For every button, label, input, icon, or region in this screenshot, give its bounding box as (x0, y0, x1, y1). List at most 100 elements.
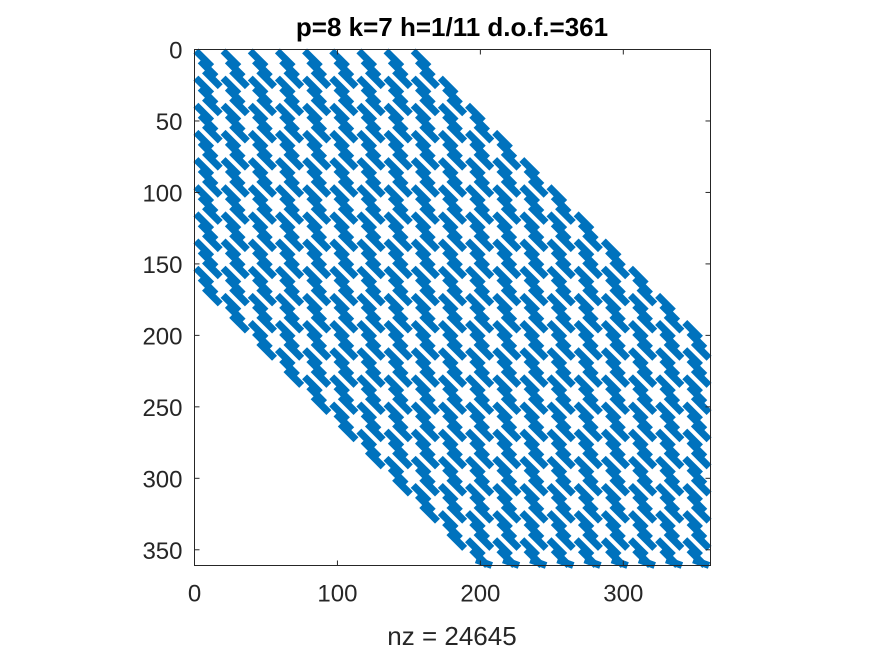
nonzero-band-mark (465, 238, 486, 260)
nonzero-band-mark (437, 374, 459, 396)
nonzero-band-mark (573, 482, 595, 504)
nonzero-band-mark (310, 95, 332, 117)
nonzero-band-mark (415, 302, 436, 324)
nonzero-band-mark (360, 167, 382, 188)
nonzero-band-mark (546, 428, 568, 450)
nonzero-band-mark (582, 394, 603, 416)
nonzero-band-mark (500, 231, 522, 253)
nonzero-band-mark (446, 530, 468, 551)
nonzero-band-mark (527, 530, 549, 551)
nonzero-band-mark (333, 248, 355, 270)
nonzero-band-mark (555, 421, 576, 443)
nonzero-band-mark (229, 258, 250, 280)
nonzero-band-mark (632, 492, 653, 514)
nonzero-band-mark (655, 292, 676, 314)
nonzero-band-mark (337, 177, 359, 198)
nonzero-band-mark (220, 211, 242, 233)
nonzero-band-mark (310, 68, 332, 90)
nonzero-band-mark (392, 122, 413, 144)
nonzero-band-mark (224, 139, 246, 161)
nonzero-band-mark (686, 492, 708, 514)
nonzero-band-mark (419, 204, 440, 225)
nonzero-band-mark (442, 438, 463, 460)
nonzero-band-mark (500, 204, 522, 225)
nonzero-band-mark (252, 248, 273, 270)
nonzero-band-mark (500, 448, 522, 470)
nonzero-band-mark (627, 292, 649, 314)
nonzero-band-mark (519, 374, 541, 396)
nonzero-band-mark (609, 448, 631, 470)
nonzero-band-mark (364, 177, 386, 198)
nonzero-band-mark (555, 448, 576, 470)
nonzero-band-mark (600, 510, 622, 531)
nonzero-band-mark (690, 448, 712, 470)
nonzero-band-mark (193, 265, 215, 287)
nonzero-band-mark (686, 330, 708, 351)
nonzero-band-mark (442, 330, 463, 351)
nonzero-band-mark (655, 401, 676, 423)
nonzero-band-mark (550, 330, 572, 351)
nonzero-band-mark (306, 275, 328, 297)
nonzero-band-mark (465, 428, 486, 450)
nonzero-band-mark (220, 102, 242, 124)
nonzero-band-mark (360, 248, 382, 270)
nonzero-band-mark (627, 320, 649, 341)
nonzero-band-mark (302, 238, 323, 260)
nonzero-band-mark (356, 320, 378, 341)
nonzero-band-mark (283, 312, 305, 334)
nonzero-band-mark (364, 421, 386, 443)
nonzero-band-mark (519, 537, 541, 558)
nonzero-band-mark (415, 330, 436, 351)
nonzero-band-mark (224, 58, 246, 80)
nonzero-band-mark (527, 285, 549, 307)
nonzero-band-mark (383, 238, 405, 260)
nonzero-band-mark (387, 139, 409, 161)
nonzero-band-mark (600, 320, 622, 341)
nonzero-band-mark (555, 530, 576, 551)
nonzero-band-mark (573, 455, 595, 477)
nonzero-band-mark (609, 340, 631, 361)
nonzero-band-mark (279, 85, 300, 107)
nonzero-band-mark (546, 455, 568, 477)
nonzero-band-mark (583, 556, 602, 569)
nonzero-band-mark (252, 85, 273, 107)
nonzero-band-mark (686, 438, 708, 460)
x-tick-label: 100 (317, 581, 357, 608)
nonzero-band-mark (496, 302, 518, 324)
nonzero-band-mark (256, 258, 278, 280)
nonzero-band-mark (627, 265, 649, 287)
nonzero-band-mark (229, 312, 250, 334)
nonzero-band-mark (473, 204, 495, 225)
nonzero-band-mark (392, 149, 413, 171)
nonzero-band-mark (609, 475, 631, 497)
nonzero-band-mark (364, 204, 386, 225)
nonzero-band-mark (555, 258, 576, 280)
nonzero-band-mark (690, 421, 712, 443)
nonzero-band-mark (337, 149, 359, 171)
nonzero-band-mark (492, 455, 513, 477)
nonzero-band-mark (419, 421, 440, 443)
nonzero-band-mark (600, 401, 622, 423)
nonzero-band-mark (333, 357, 355, 378)
nonzero-band-mark (247, 211, 269, 233)
nonzero-band-mark (546, 374, 568, 396)
nonzero-band-mark (302, 320, 323, 341)
nonzero-band-mark (310, 231, 332, 253)
nonzero-band-mark (465, 455, 486, 477)
nonzero-band-mark (410, 320, 432, 341)
nonzero-band-mark (473, 340, 495, 361)
nonzero-band-mark (605, 492, 626, 514)
nonzero-band-mark (247, 48, 269, 70)
nonzero-band-mark (496, 520, 518, 541)
nonzero-band-mark (419, 122, 440, 144)
nonzero-band-mark (383, 265, 405, 287)
nonzero-band-mark (437, 211, 459, 233)
nonzero-band-mark (437, 184, 459, 205)
nonzero-band-mark (546, 265, 568, 287)
nonzero-band-mark (387, 194, 409, 215)
nonzero-band-mark (496, 275, 518, 297)
nonzero-band-mark (387, 112, 409, 134)
nonzero-band-mark (527, 475, 549, 497)
nonzero-band-mark (410, 374, 432, 396)
